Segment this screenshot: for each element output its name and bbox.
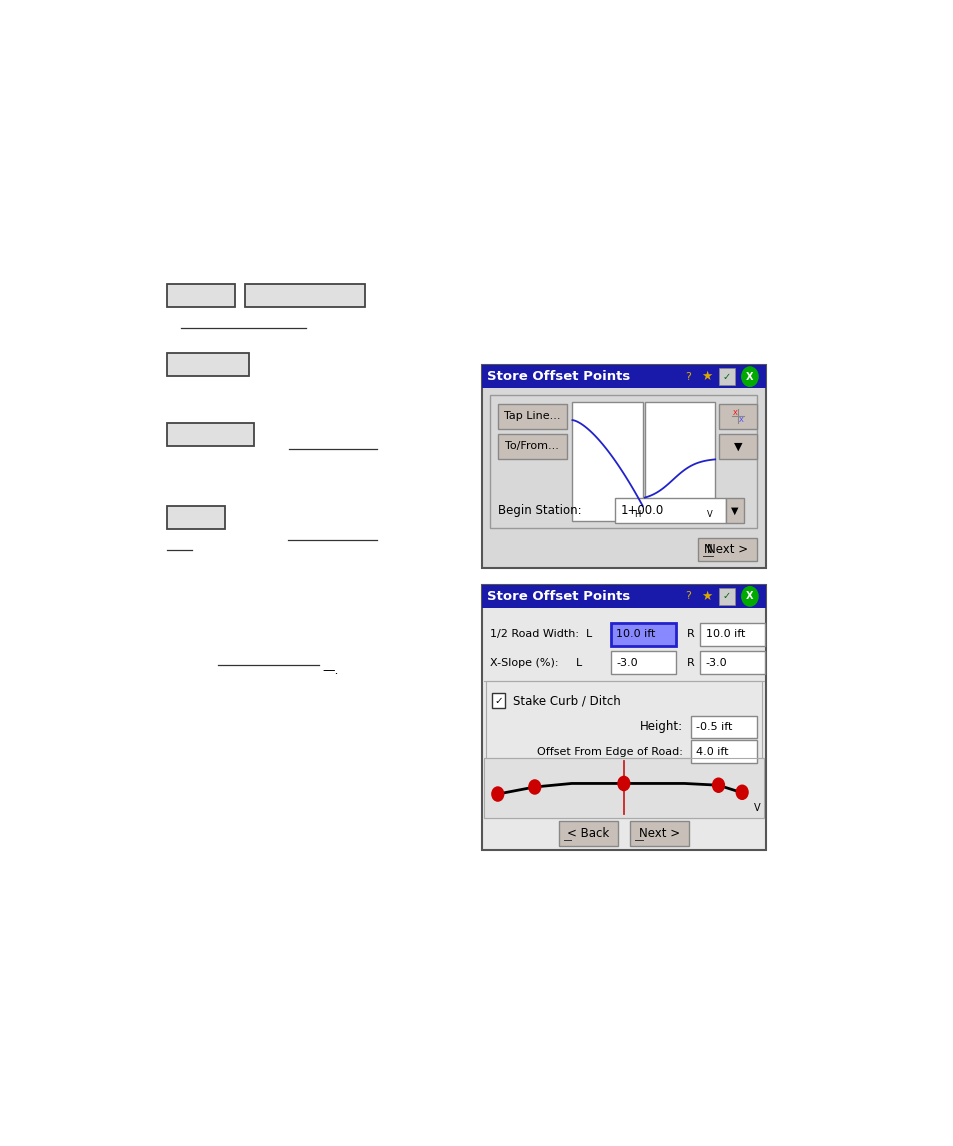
FancyBboxPatch shape <box>481 584 765 849</box>
FancyBboxPatch shape <box>610 651 676 674</box>
FancyBboxPatch shape <box>614 499 724 523</box>
Circle shape <box>712 778 723 792</box>
Text: —.: —. <box>322 664 338 677</box>
FancyBboxPatch shape <box>481 366 765 388</box>
FancyBboxPatch shape <box>690 740 757 763</box>
FancyBboxPatch shape <box>700 651 764 674</box>
FancyBboxPatch shape <box>245 284 365 307</box>
Text: X: X <box>732 410 737 416</box>
Text: N: N <box>702 543 711 556</box>
FancyBboxPatch shape <box>629 822 688 846</box>
FancyBboxPatch shape <box>700 623 764 646</box>
Text: ?: ? <box>685 371 691 382</box>
FancyBboxPatch shape <box>724 499 743 523</box>
Circle shape <box>618 776 629 791</box>
FancyBboxPatch shape <box>167 284 235 307</box>
Text: X: X <box>745 591 753 602</box>
FancyBboxPatch shape <box>481 584 765 607</box>
Text: To/From...: To/From... <box>505 441 558 452</box>
Text: ★: ★ <box>700 590 712 603</box>
Text: 1+00.0: 1+00.0 <box>619 504 663 517</box>
Text: ▼: ▼ <box>730 505 738 516</box>
Circle shape <box>528 780 540 794</box>
FancyBboxPatch shape <box>644 402 715 521</box>
Text: Stake Curb / Ditch: Stake Curb / Ditch <box>512 694 619 707</box>
FancyBboxPatch shape <box>719 405 757 429</box>
Text: R: R <box>686 658 694 668</box>
FancyBboxPatch shape <box>485 681 760 760</box>
Text: ▼: ▼ <box>733 441 741 452</box>
FancyBboxPatch shape <box>572 402 642 521</box>
Text: Next >: Next > <box>639 827 679 840</box>
Circle shape <box>492 787 503 801</box>
Circle shape <box>736 785 747 800</box>
Text: R: R <box>686 629 694 639</box>
Text: H: H <box>634 510 639 519</box>
FancyBboxPatch shape <box>610 623 676 646</box>
Text: X-Slope (%):     L: X-Slope (%): L <box>490 658 582 668</box>
Text: X: X <box>745 371 753 382</box>
Text: Store Offset Points: Store Offset Points <box>487 370 630 383</box>
Text: ?: ? <box>685 591 691 602</box>
Text: -3.0: -3.0 <box>705 658 726 668</box>
FancyBboxPatch shape <box>719 588 735 605</box>
Text: ✓: ✓ <box>722 591 730 602</box>
Text: -3.0: -3.0 <box>616 658 637 668</box>
Text: < Back: < Back <box>567 827 609 840</box>
Circle shape <box>741 587 758 606</box>
Text: Store Offset Points: Store Offset Points <box>487 590 630 603</box>
FancyBboxPatch shape <box>167 423 253 446</box>
FancyBboxPatch shape <box>167 507 225 529</box>
Text: Tap Line...: Tap Line... <box>503 411 559 422</box>
FancyBboxPatch shape <box>490 395 757 528</box>
FancyBboxPatch shape <box>497 405 566 429</box>
Text: ✓: ✓ <box>722 371 730 382</box>
Text: Offset From Edge of Road:: Offset From Edge of Road: <box>537 747 682 756</box>
Text: Height:: Height: <box>639 721 682 733</box>
Text: 10.0 ift: 10.0 ift <box>616 629 655 639</box>
Text: 4.0 ift: 4.0 ift <box>696 747 728 756</box>
FancyBboxPatch shape <box>497 434 566 458</box>
Text: X: X <box>738 417 742 423</box>
FancyBboxPatch shape <box>719 368 735 385</box>
FancyBboxPatch shape <box>698 539 757 562</box>
Text: V: V <box>753 802 760 813</box>
FancyBboxPatch shape <box>481 366 765 568</box>
FancyBboxPatch shape <box>558 822 618 846</box>
Text: ✓: ✓ <box>494 696 502 706</box>
Text: Next >: Next > <box>706 543 747 556</box>
Text: Begin Station:: Begin Station: <box>497 504 580 517</box>
Text: 10.0 ift: 10.0 ift <box>705 629 744 639</box>
FancyBboxPatch shape <box>167 353 249 376</box>
Text: V: V <box>706 510 712 519</box>
Circle shape <box>741 367 758 386</box>
FancyBboxPatch shape <box>492 692 505 708</box>
FancyBboxPatch shape <box>483 758 763 818</box>
FancyBboxPatch shape <box>690 715 757 738</box>
Text: ★: ★ <box>700 370 712 383</box>
Text: -0.5 ift: -0.5 ift <box>696 722 732 732</box>
FancyBboxPatch shape <box>719 434 757 458</box>
Text: 1/2 Road Width:  L: 1/2 Road Width: L <box>490 629 592 639</box>
